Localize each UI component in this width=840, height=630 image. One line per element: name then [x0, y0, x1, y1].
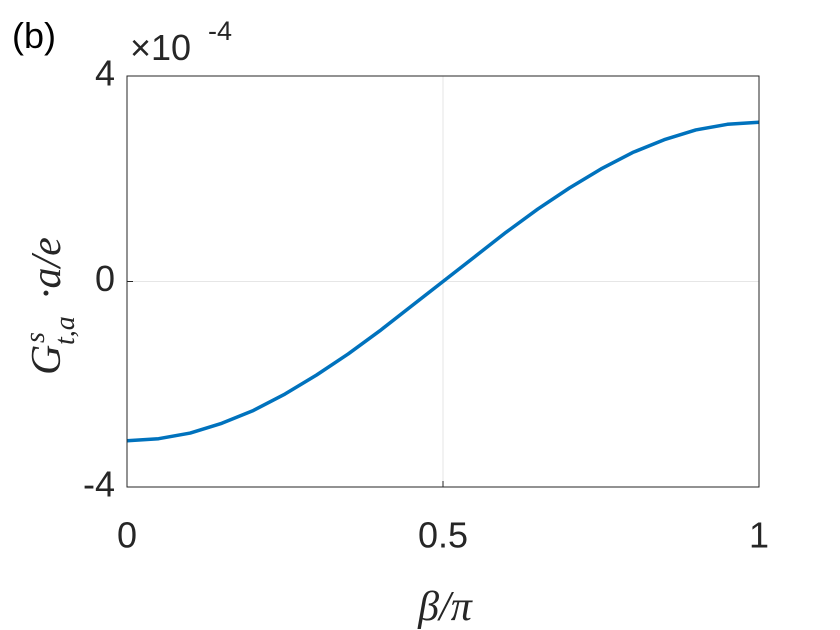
y-multiplier-exponent: -4: [208, 16, 232, 46]
y-tick-label: -4: [83, 464, 115, 505]
y-label-sup: s: [20, 332, 51, 343]
data-line: [126, 120, 760, 443]
x-tick-label: 0.5: [418, 515, 468, 556]
y-label-main: G: [24, 345, 70, 375]
x-tick-label: 1: [749, 515, 769, 556]
y-tick-label: 4: [95, 53, 115, 94]
y-tick-label: 0: [95, 258, 115, 299]
panel-label: (b): [12, 15, 56, 56]
x-tick-label: 0: [117, 515, 137, 556]
y-axis-label: G s t,a ·a/e: [20, 237, 81, 375]
y-multiplier-base: ×10: [130, 27, 191, 68]
axes-box: [126, 75, 760, 488]
y-label-rest: ·a/e: [24, 237, 70, 299]
x-axis-label: β/π: [417, 584, 473, 630]
y-label-sub: t,a: [50, 316, 81, 345]
